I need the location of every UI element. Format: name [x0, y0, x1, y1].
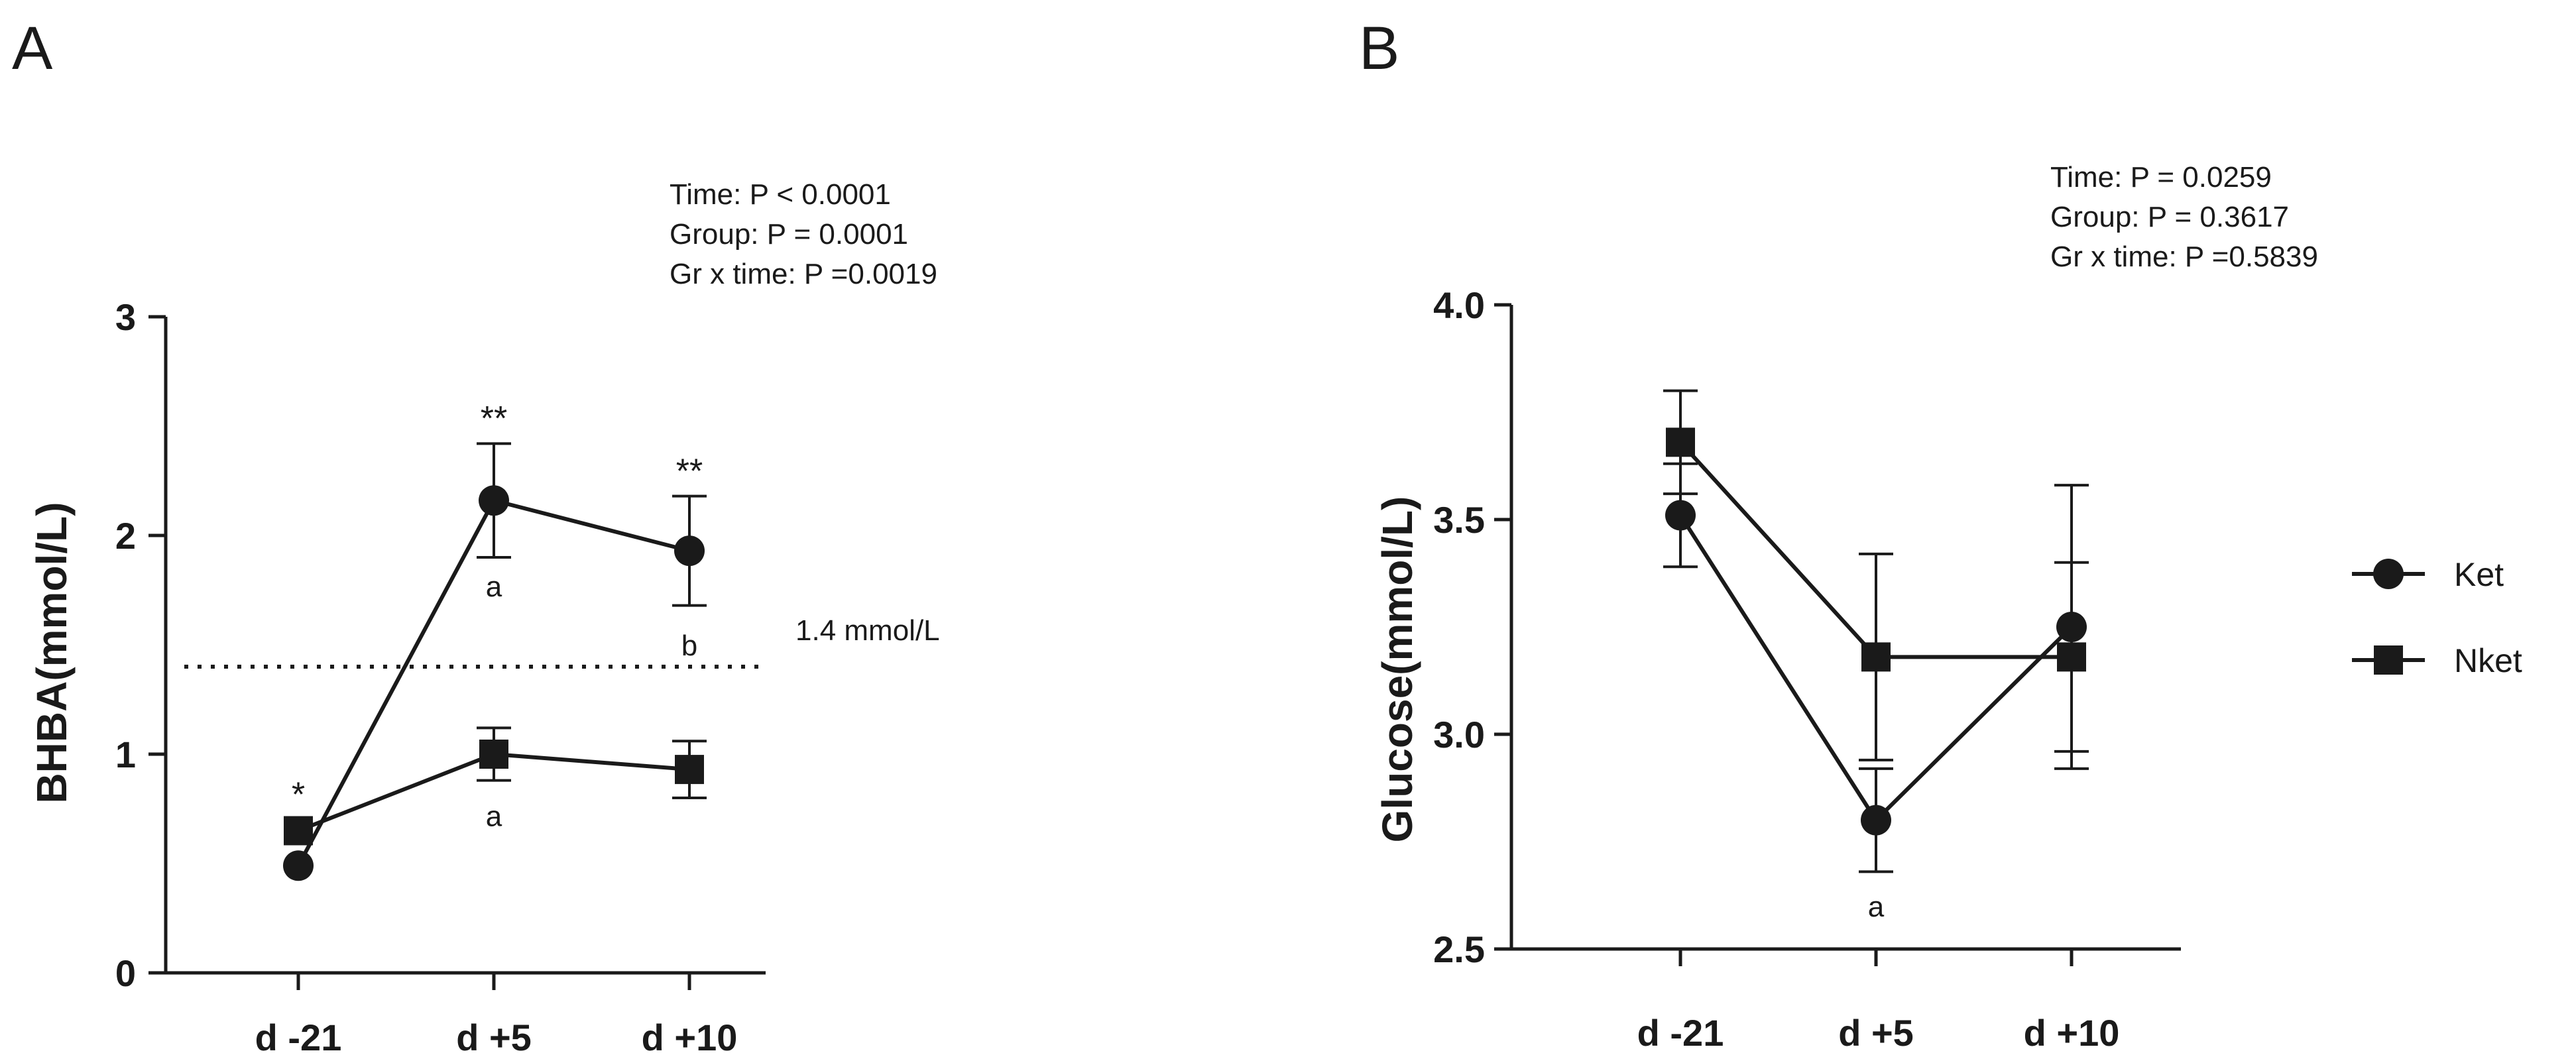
- letter-annotation: a: [1868, 891, 1885, 923]
- significance-marker: *: [292, 776, 305, 814]
- panel-a: A Time: P < 0.0001 Group: P = 0.0001 Gr …: [12, 15, 940, 1058]
- x-tick-label: d +5: [1838, 1012, 1914, 1054]
- data-point-ket: [2056, 612, 2087, 642]
- x-tick-label: d -21: [1637, 1012, 1724, 1054]
- panel-b-series: [1663, 389, 2089, 873]
- significance-marker: **: [676, 452, 703, 490]
- x-tick-label: d +5: [456, 1017, 532, 1058]
- panel-a-label: A: [12, 15, 53, 82]
- panel-b-axes: [1509, 305, 2181, 966]
- data-point-nket: [675, 755, 704, 785]
- data-point-nket: [1861, 642, 1891, 672]
- legend-ket-label: Ket: [2454, 556, 2504, 593]
- significance-marker: **: [481, 400, 507, 438]
- letter-annotation: a: [486, 571, 502, 603]
- legend-nket-marker: [2374, 645, 2403, 675]
- y-tick-label: 1: [115, 734, 136, 775]
- panel-a-y-ticks: 0 1 2 3: [115, 296, 166, 994]
- y-tick-label: 2.5: [1433, 928, 1485, 970]
- panel-a-stats-group: Group: P = 0.0001: [670, 218, 908, 251]
- panel-a-x-tick-labels: d -21 d +5 d +10: [255, 1017, 738, 1058]
- panel-b-label: B: [1359, 15, 1399, 82]
- reference-line-label: 1.4 mmol/L: [795, 614, 940, 647]
- data-point-nket: [1666, 427, 1695, 457]
- legend-entry-ket: Ket: [2352, 556, 2504, 593]
- panel-b-stats-group: Group: P = 0.3617: [2050, 201, 2289, 233]
- panel-a-reference: 1.4 mmol/L: [184, 614, 940, 669]
- panel-a-axes: [164, 317, 766, 990]
- panel-a-annotations: *****aba: [292, 400, 703, 832]
- panel-a-stats-interaction: Gr x time: P =0.0019: [670, 258, 937, 290]
- data-point-nket: [479, 740, 508, 769]
- panel-b-stats-interaction: Gr x time: P =0.5839: [2050, 241, 2318, 273]
- legend: Ket Nket: [2352, 556, 2522, 679]
- data-point-nket: [284, 816, 313, 846]
- panel-b-stats-time: Time: P = 0.0259: [2050, 161, 2272, 194]
- letter-annotation: b: [681, 630, 697, 662]
- legend-nket-label: Nket: [2454, 642, 2522, 679]
- panel-a-stats-time: Time: P < 0.0001: [670, 178, 891, 211]
- data-point-nket: [2057, 642, 2086, 672]
- y-tick-label: 0: [115, 952, 136, 994]
- y-tick-label: 2: [115, 515, 136, 557]
- data-point-ket: [1861, 805, 1891, 836]
- panel-b: B Time: P = 0.0259 Group: P = 0.3617 Gr …: [1359, 15, 2318, 1054]
- y-tick-label: 3.5: [1433, 499, 1485, 541]
- x-tick-label: d +10: [642, 1017, 738, 1058]
- y-tick-label: 4.0: [1433, 284, 1485, 326]
- data-point-ket: [283, 850, 314, 881]
- panel-a-y-axis-title: BHBA(mmol/L): [28, 502, 76, 803]
- x-tick-label: d +10: [2024, 1012, 2120, 1054]
- legend-entry-nket: Nket: [2352, 642, 2522, 679]
- y-tick-label: 3: [115, 296, 136, 338]
- x-tick-label: d -21: [255, 1017, 342, 1058]
- panel-b-y-axis-title: Glucose(mmol/L): [1374, 496, 1421, 843]
- letter-annotation: a: [486, 800, 502, 832]
- data-point-ket: [1665, 500, 1696, 531]
- panel-a-series: [283, 442, 707, 881]
- panel-b-annotations: a: [1868, 891, 1885, 923]
- y-tick-label: 3.0: [1433, 714, 1485, 755]
- data-point-ket: [479, 485, 509, 516]
- panel-b-x-tick-labels: d -21 d +5 d +10: [1637, 1012, 2120, 1054]
- data-point-ket: [674, 535, 705, 567]
- legend-ket-marker: [2373, 559, 2404, 589]
- panel-b-y-ticks: 2.5 3.0 3.5 4.0: [1433, 284, 1511, 970]
